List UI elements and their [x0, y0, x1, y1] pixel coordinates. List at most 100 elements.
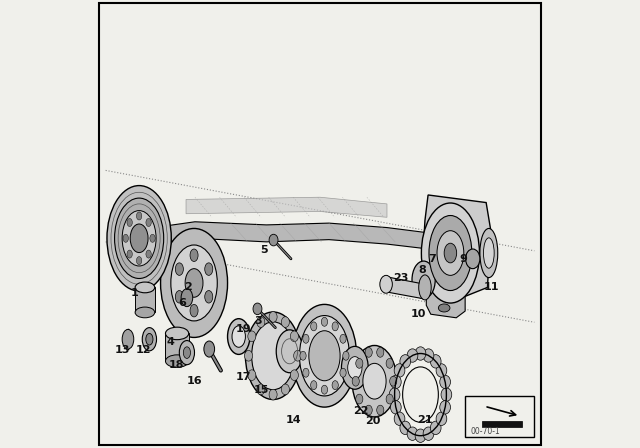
Ellipse shape: [292, 304, 356, 407]
Ellipse shape: [321, 317, 328, 326]
Ellipse shape: [436, 412, 447, 426]
Text: 9: 9: [460, 254, 468, 264]
Ellipse shape: [303, 334, 309, 343]
Ellipse shape: [423, 427, 434, 440]
Ellipse shape: [415, 347, 426, 360]
Ellipse shape: [363, 363, 386, 399]
Text: 18: 18: [168, 360, 184, 370]
Ellipse shape: [310, 322, 317, 331]
Text: 2: 2: [184, 281, 192, 292]
Text: 15: 15: [253, 385, 269, 395]
Ellipse shape: [190, 249, 198, 262]
Text: 6: 6: [179, 298, 186, 309]
Ellipse shape: [380, 276, 392, 293]
Ellipse shape: [441, 388, 452, 401]
Ellipse shape: [300, 351, 306, 360]
Bar: [135, 288, 155, 312]
Text: 22: 22: [353, 406, 369, 416]
Ellipse shape: [483, 238, 494, 268]
Ellipse shape: [294, 350, 301, 361]
Ellipse shape: [269, 389, 277, 400]
Bar: [166, 333, 189, 361]
Ellipse shape: [440, 401, 451, 414]
Ellipse shape: [407, 427, 418, 440]
Ellipse shape: [269, 234, 278, 246]
Ellipse shape: [429, 215, 472, 291]
Ellipse shape: [332, 322, 339, 331]
Ellipse shape: [389, 388, 400, 401]
Ellipse shape: [166, 327, 189, 340]
Ellipse shape: [248, 331, 256, 342]
Polygon shape: [426, 288, 465, 318]
Text: 16: 16: [187, 376, 203, 386]
Ellipse shape: [190, 304, 198, 317]
Ellipse shape: [146, 219, 151, 227]
Ellipse shape: [415, 429, 426, 442]
Polygon shape: [482, 421, 522, 427]
Ellipse shape: [122, 211, 156, 266]
Ellipse shape: [365, 347, 372, 357]
Text: 1: 1: [131, 288, 138, 298]
Ellipse shape: [161, 228, 228, 337]
Ellipse shape: [309, 331, 340, 381]
Text: 20: 20: [365, 416, 380, 426]
Ellipse shape: [183, 347, 191, 358]
Ellipse shape: [365, 405, 372, 415]
Ellipse shape: [465, 249, 480, 269]
Ellipse shape: [127, 219, 132, 227]
Polygon shape: [186, 197, 387, 217]
Ellipse shape: [130, 224, 148, 253]
Ellipse shape: [276, 330, 303, 373]
Ellipse shape: [419, 275, 431, 300]
Ellipse shape: [390, 401, 401, 414]
Text: 00-70-1: 00-70-1: [471, 427, 500, 436]
Ellipse shape: [146, 250, 151, 258]
Ellipse shape: [171, 245, 217, 321]
Ellipse shape: [437, 231, 464, 276]
Text: 23: 23: [393, 273, 408, 284]
Ellipse shape: [179, 340, 195, 365]
Ellipse shape: [248, 370, 256, 380]
Ellipse shape: [421, 203, 479, 303]
Ellipse shape: [444, 243, 457, 263]
Ellipse shape: [282, 384, 289, 395]
Ellipse shape: [166, 355, 189, 367]
Text: 10: 10: [411, 309, 426, 319]
Ellipse shape: [423, 349, 434, 362]
Ellipse shape: [135, 307, 155, 318]
Ellipse shape: [386, 358, 393, 368]
Text: 3: 3: [255, 316, 262, 326]
Text: 7: 7: [428, 254, 436, 264]
Ellipse shape: [185, 269, 203, 297]
Ellipse shape: [253, 303, 262, 314]
Ellipse shape: [321, 385, 328, 394]
Ellipse shape: [300, 315, 349, 396]
Ellipse shape: [205, 291, 212, 303]
Text: 19: 19: [236, 324, 251, 334]
Ellipse shape: [142, 327, 157, 351]
Ellipse shape: [291, 331, 298, 342]
Text: 21: 21: [417, 414, 433, 425]
Ellipse shape: [412, 261, 435, 298]
Ellipse shape: [332, 381, 339, 390]
Ellipse shape: [394, 412, 405, 426]
Ellipse shape: [115, 198, 164, 279]
Text: 14: 14: [285, 414, 301, 425]
Ellipse shape: [377, 405, 384, 415]
Ellipse shape: [232, 326, 245, 347]
Ellipse shape: [291, 370, 298, 380]
Ellipse shape: [403, 367, 438, 422]
Polygon shape: [386, 277, 425, 299]
Ellipse shape: [430, 355, 441, 368]
Ellipse shape: [252, 322, 294, 390]
Ellipse shape: [146, 333, 153, 345]
Ellipse shape: [150, 234, 156, 242]
Bar: [465, 396, 534, 438]
Ellipse shape: [438, 304, 450, 312]
Ellipse shape: [440, 375, 451, 388]
Ellipse shape: [282, 317, 289, 327]
Text: 5: 5: [260, 245, 268, 255]
Ellipse shape: [356, 358, 363, 368]
Ellipse shape: [430, 421, 441, 435]
Ellipse shape: [127, 250, 132, 258]
